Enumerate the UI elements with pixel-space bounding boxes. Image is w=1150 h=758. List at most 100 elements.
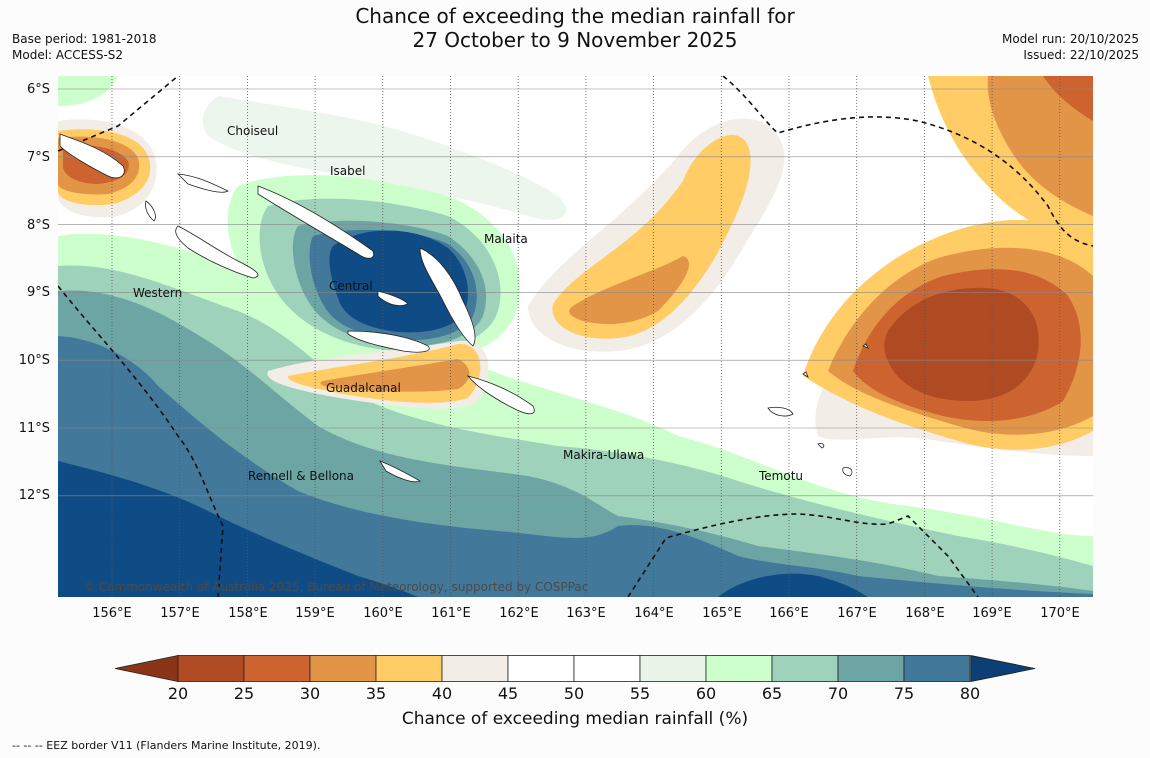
colorbar-tick-45: 45 xyxy=(497,684,519,703)
island-bougainville xyxy=(59,133,125,179)
colorbar-tick-30: 30 xyxy=(299,684,321,703)
map-title: Chance of exceeding the median rainfall … xyxy=(0,4,1150,52)
colorbar-segment xyxy=(309,655,377,682)
colorbar-tick-80: 80 xyxy=(959,684,981,703)
colorbar-tick-50: 50 xyxy=(563,684,585,703)
colorbar-tick-75: 75 xyxy=(893,684,915,703)
colorbar-segment xyxy=(903,655,971,682)
colorbar-segment xyxy=(375,655,443,682)
lat-label-6s: 6°S xyxy=(26,82,50,97)
island-east-dot xyxy=(862,343,869,349)
colorbar-segment xyxy=(705,655,773,682)
island-guadalcanal xyxy=(347,330,430,353)
model-name: Model: ACCESS-S2 xyxy=(12,48,124,62)
lat-label-10s: 10°S xyxy=(18,353,50,368)
lat-label-9s: 9°S xyxy=(26,285,50,300)
colorbar-segment xyxy=(441,655,509,682)
colorbar-segment xyxy=(639,655,707,682)
region-label-makira-ulawa: Makira-Ulawa xyxy=(563,448,645,462)
zone-75-80 xyxy=(58,336,1093,597)
eez-border-west xyxy=(58,285,224,597)
colorbar-segment xyxy=(771,655,839,682)
island-makira xyxy=(466,375,535,415)
region-label-temotu: Temotu xyxy=(759,469,804,483)
base-period: Base period: 1981-2018 xyxy=(12,32,157,46)
lon-label-170e: 170°E xyxy=(1040,606,1080,621)
gridlines xyxy=(58,76,1093,597)
lon-label-168e: 168°E xyxy=(905,606,945,621)
colorbar-tick-35: 35 xyxy=(365,684,387,703)
region-label-central: Central xyxy=(329,279,373,293)
lat-label-11s: 11°S xyxy=(18,421,50,436)
cd-30-35 xyxy=(569,256,689,324)
colorbar-segments xyxy=(177,655,971,682)
lon-label-157e: 157°E xyxy=(160,606,200,621)
island-temotu-small xyxy=(842,467,853,477)
lon-label-166e: 166°E xyxy=(769,606,809,621)
colorbar-tick-55: 55 xyxy=(629,684,651,703)
colorbar-segment xyxy=(243,655,311,682)
lon-label-156e: 156°E xyxy=(92,606,132,621)
lon-label-165e: 165°E xyxy=(702,606,742,621)
ed-30-35-north xyxy=(987,76,1093,216)
region-label-isabel: Isabel xyxy=(330,164,366,178)
island-vanikoro xyxy=(817,443,825,449)
title-line-2: 27 October to 9 November 2025 xyxy=(412,28,738,52)
colorbar-tick-25: 25 xyxy=(233,684,255,703)
colorbar-tick-20: 20 xyxy=(167,684,189,703)
lat-label-12s: 12°S xyxy=(18,488,50,503)
rainfall-map xyxy=(58,76,1093,597)
cd-35-40 xyxy=(552,134,751,339)
colorbar-tick-60: 60 xyxy=(695,684,717,703)
island-rennell xyxy=(379,460,421,483)
island-florida xyxy=(377,290,409,306)
lon-label-163e: 163°E xyxy=(566,606,606,621)
title-line-1: Chance of exceeding the median rainfall … xyxy=(355,4,795,28)
east-dry-zone xyxy=(708,76,1093,456)
meta-left: Base period: 1981-2018 Model: ACCESS-S2 xyxy=(12,31,157,63)
island-choiseul xyxy=(176,173,229,193)
region-label-choiseul: Choiseul xyxy=(227,124,279,138)
region-label-western: Western xyxy=(133,286,183,300)
northwest-wet-patch xyxy=(58,76,118,106)
colorbar-segment xyxy=(177,655,245,682)
eez-border-northeast xyxy=(722,76,1093,247)
lon-label-162e: 162°E xyxy=(499,606,539,621)
meta-right: Model run: 20/10/2025 Issued: 22/10/2025 xyxy=(1002,31,1139,63)
island-new-georgia xyxy=(175,225,259,279)
ed-25-30-north xyxy=(1043,76,1093,121)
north-light-green xyxy=(202,96,567,220)
island-ndende xyxy=(802,371,809,378)
lon-label-169e: 169°E xyxy=(972,606,1012,621)
region-label-rennell-bellona: Rennell & Bellona xyxy=(248,469,355,483)
lon-label-160e: 160°E xyxy=(363,606,403,621)
zone-above-80-south xyxy=(58,461,418,597)
colorbar-segment xyxy=(573,655,641,682)
zone-above-80-southeast xyxy=(718,573,868,597)
colorbar-segment xyxy=(837,655,905,682)
map-area xyxy=(58,76,1093,597)
islands xyxy=(59,133,869,483)
region-label-guadalcanal: Guadalcanal xyxy=(326,381,401,395)
gc-30-35 xyxy=(320,359,470,392)
eez-border-note: -- -- -- EEZ border V11 (Flanders Marine… xyxy=(12,739,321,752)
colorbar-title: Chance of exceeding median rainfall (%) xyxy=(401,709,749,729)
colorbar xyxy=(114,655,1036,682)
island-santa-cruz xyxy=(767,406,794,417)
colorbar-tick-65: 65 xyxy=(761,684,783,703)
lon-label-158e: 158°E xyxy=(228,606,268,621)
lat-label-8s: 8°S xyxy=(26,218,50,233)
lon-label-164e: 164°E xyxy=(634,606,674,621)
copyright-notice: © Commonwealth of Australia 2025, Bureau… xyxy=(83,580,589,594)
issued-date: Issued: 22/10/2025 xyxy=(1023,48,1139,62)
guadalcanal-dry-zone xyxy=(267,340,489,409)
lon-label-167e: 167°E xyxy=(837,606,877,621)
island-malaita xyxy=(419,247,476,347)
island-western-small xyxy=(145,200,156,222)
ed-20-25 xyxy=(884,287,1039,401)
region-label-malaita: Malaita xyxy=(484,232,528,246)
island-isabel xyxy=(257,185,375,259)
colorbar-tick-70: 70 xyxy=(827,684,849,703)
lon-label-159e: 159°E xyxy=(295,606,335,621)
colorbar-over-arrow xyxy=(970,655,1036,682)
